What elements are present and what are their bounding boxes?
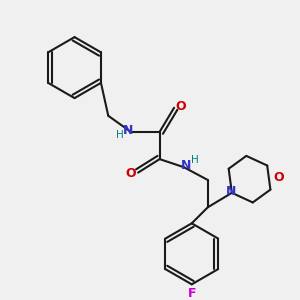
Text: N: N: [123, 124, 134, 137]
Text: H: H: [191, 155, 199, 165]
Text: O: O: [126, 167, 136, 180]
Text: F: F: [188, 287, 196, 300]
Text: O: O: [273, 171, 284, 184]
Text: N: N: [226, 185, 236, 198]
Text: O: O: [176, 100, 187, 112]
Text: N: N: [181, 159, 191, 172]
Text: H: H: [116, 130, 123, 140]
